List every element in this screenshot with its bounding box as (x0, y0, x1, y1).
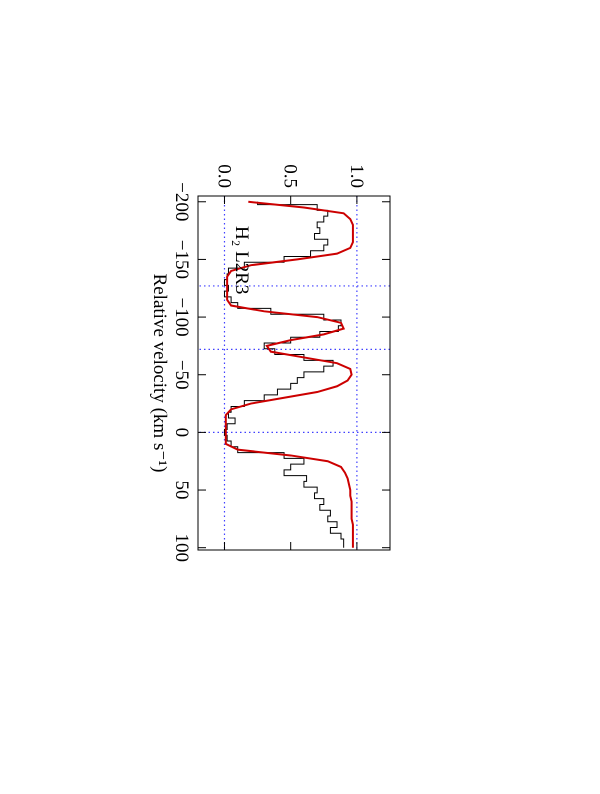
series-line (224, 200, 354, 548)
y-tick-label: 0.5 (280, 164, 301, 188)
y-tick-label: 0.0 (213, 164, 234, 188)
x-tick-label: −150 (171, 240, 192, 279)
x-tick-label: −100 (171, 297, 192, 336)
x-tick-label: 0 (171, 428, 192, 438)
x-tick-label: −200 (171, 182, 192, 221)
annotation: H₂ L2R3 (231, 226, 252, 294)
series-line (223, 201, 345, 548)
plot-frame (197, 195, 391, 551)
x-tick-label: −50 (171, 360, 192, 390)
x-tick-label: 100 (171, 533, 192, 562)
x-tick-label: 50 (171, 481, 192, 500)
rotated-plot: −200 −150 −100 −50 0 50 100 0.0 0.5 1.0 Relative v… (149, 164, 391, 562)
x-axis-label: Relative velocity (km s⁻¹) (149, 274, 170, 473)
y-tick-label: 1.0 (346, 164, 367, 188)
